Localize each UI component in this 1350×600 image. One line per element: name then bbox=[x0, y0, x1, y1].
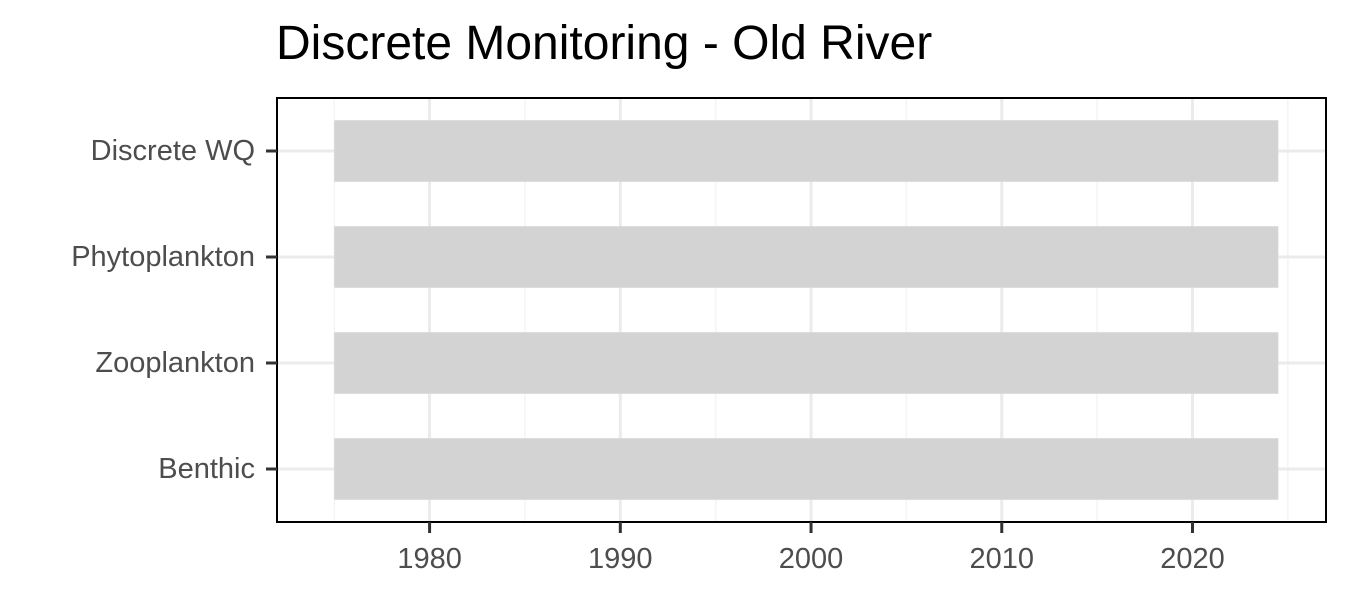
x-tick-label: 1980 bbox=[397, 543, 462, 575]
x-tick-label: 2020 bbox=[1160, 543, 1225, 575]
bars bbox=[334, 120, 1279, 500]
range-bar bbox=[334, 438, 1279, 500]
range-bar bbox=[334, 332, 1279, 394]
y-tick-label: Phytoplankton bbox=[71, 241, 255, 273]
y-tick-label: Benthic bbox=[158, 453, 255, 485]
x-tick-label: 2000 bbox=[779, 543, 844, 575]
x-tick-label: 1990 bbox=[588, 543, 653, 575]
y-axis: Discrete WQ Phytoplankton Zooplankton Benth… bbox=[71, 135, 277, 485]
range-bar bbox=[334, 120, 1279, 182]
y-tick-label: Zooplankton bbox=[95, 347, 255, 379]
x-tick-label: 2010 bbox=[970, 543, 1035, 575]
chart-title: Discrete Monitoring - Old River bbox=[276, 17, 933, 70]
panel-border bbox=[276, 97, 1327, 523]
range-bar bbox=[334, 226, 1279, 288]
y-tick-label: Discrete WQ bbox=[91, 135, 255, 167]
x-axis: 1980 1990 2000 2010 2020 bbox=[397, 522, 1225, 575]
